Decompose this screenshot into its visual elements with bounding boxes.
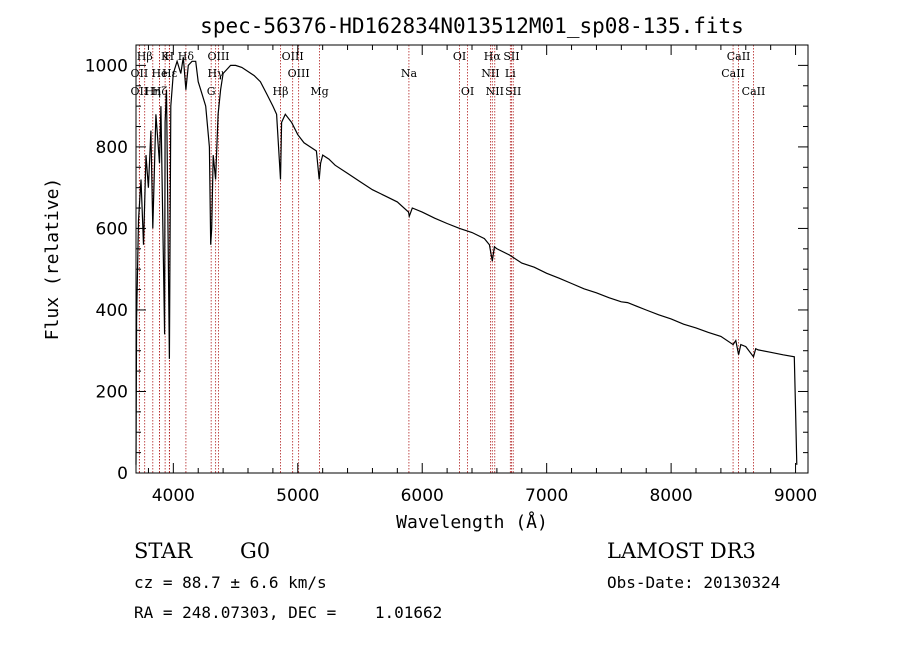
plot-frame (135, 44, 809, 474)
marker-label-22: NII (486, 85, 504, 98)
marker-label-9: Hζ (152, 85, 168, 98)
marker-label-0: Hβ (137, 50, 153, 63)
marker-label-26: CaII (727, 50, 751, 63)
spectral-subclass: G0 (240, 539, 271, 563)
y-tick-label-3: 600 (96, 219, 128, 239)
marker-label-28: CaII (742, 85, 766, 98)
object-class: STAR (134, 539, 193, 563)
x-tick-label-0: 4000 (152, 486, 195, 506)
marker-label-12: G (207, 85, 216, 98)
marker-label-20: Hα (484, 50, 502, 63)
obs-date-text: Obs-Date: 20130324 (607, 573, 781, 592)
marker-label-16: Mg (310, 85, 328, 98)
marker-label-4: OII (131, 67, 149, 80)
marker-label-5: He (151, 67, 167, 80)
x-tick-label-1: 5000 (276, 486, 319, 506)
marker-label-18: OI (453, 50, 466, 63)
marker-label-7: OII (131, 85, 149, 98)
y-tick-label-0: 0 (117, 464, 128, 484)
y-tick-label-4: 800 (96, 138, 128, 158)
marker-label-19: OI (461, 85, 474, 98)
marker-label-21: NII (481, 67, 499, 80)
y-tick-label-2: 400 (96, 301, 128, 321)
marker-label-3: Hδ (178, 50, 195, 63)
marker-label-25: SII (505, 85, 521, 98)
y-axis-label: Flux (relative) (42, 178, 63, 341)
spectrum-chart: spec-56376-HD162834N013512M01_sp08-135.f… (42, 14, 817, 533)
marker-label-10: OIII (207, 50, 229, 63)
x-tick-label-4: 8000 (649, 486, 692, 506)
marker-label-2: H (165, 50, 175, 63)
marker-label-24: Li (505, 67, 516, 80)
marker-label-1: K (161, 50, 170, 63)
spectrum-series-line (135, 57, 798, 465)
coordinates-text: RA = 248.07303, DEC = 1.01662 (134, 603, 443, 622)
marker-label-27: CaII (721, 67, 745, 80)
y-tick-label-1: 200 (96, 382, 128, 402)
x-tick-label-3: 7000 (525, 486, 568, 506)
marker-label-15: Hβ (273, 85, 289, 98)
chart-title: spec-56376-HD162834N013512M01_sp08-135.f… (200, 14, 744, 38)
marker-label-14: OIII (288, 67, 310, 80)
marker-label-8: Hη (145, 85, 161, 98)
y-tick-label-5: 1000 (85, 56, 128, 76)
marker-label-17: Na (401, 67, 418, 80)
marker-label-13: OIII (282, 50, 304, 63)
survey-name: LAMOST DR3 (607, 539, 756, 563)
marker-label-11: Hγ (208, 67, 225, 80)
marker-label-23: SII (503, 50, 519, 63)
x-axis-label: Wavelength (Å) (396, 511, 548, 533)
x-tick-label-5: 9000 (774, 486, 817, 506)
redshift-text: cz = 88.7 ± 6.6 km/s (134, 573, 327, 592)
x-tick-label-2: 6000 (401, 486, 444, 506)
